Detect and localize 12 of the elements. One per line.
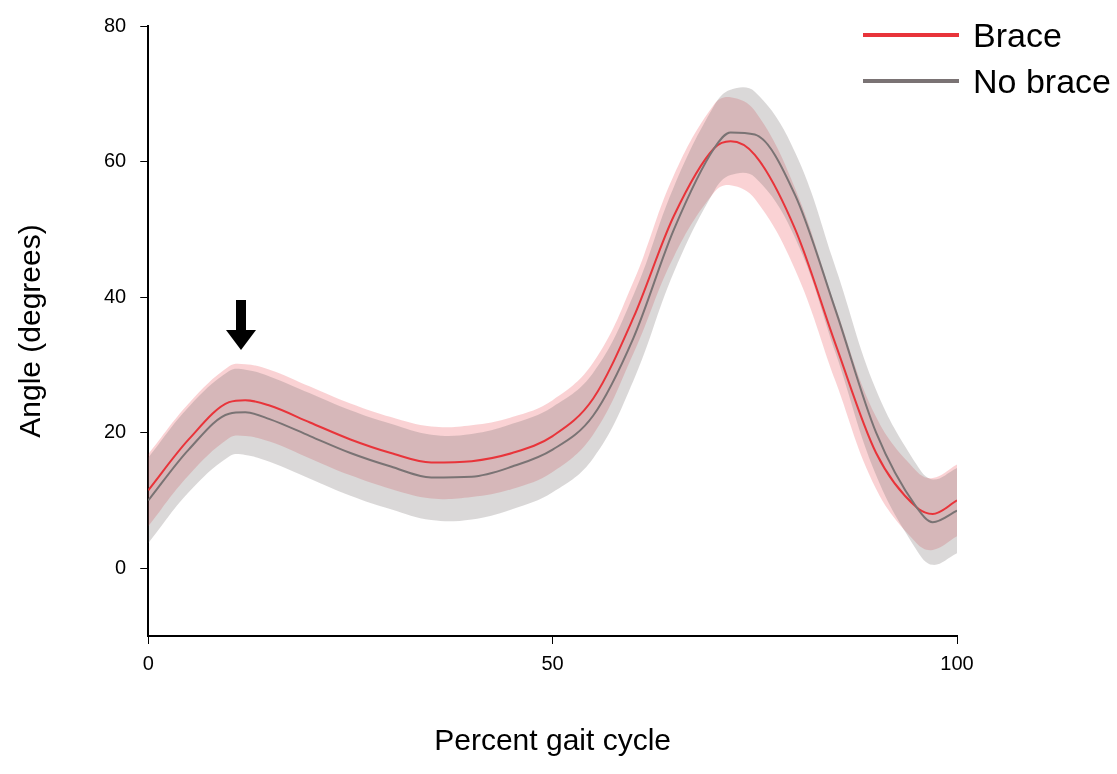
x-tick-label: 100 (940, 651, 974, 674)
legend-label: Brace (973, 15, 1062, 56)
legend-label: No brace (973, 61, 1111, 102)
y-tick-label: 0 (115, 555, 127, 578)
x-tick-label: 0 (142, 651, 154, 674)
y-tick-label: 20 (104, 420, 127, 443)
y-tick-label: 80 (104, 13, 127, 36)
y-tick-label: 40 (104, 284, 127, 307)
y-axis-title: Angle (degrees) (13, 224, 47, 438)
y-tick-label: 60 (104, 149, 127, 172)
x-tick-label: 50 (541, 651, 564, 674)
x-axis-title: Percent gait cycle (434, 723, 672, 757)
